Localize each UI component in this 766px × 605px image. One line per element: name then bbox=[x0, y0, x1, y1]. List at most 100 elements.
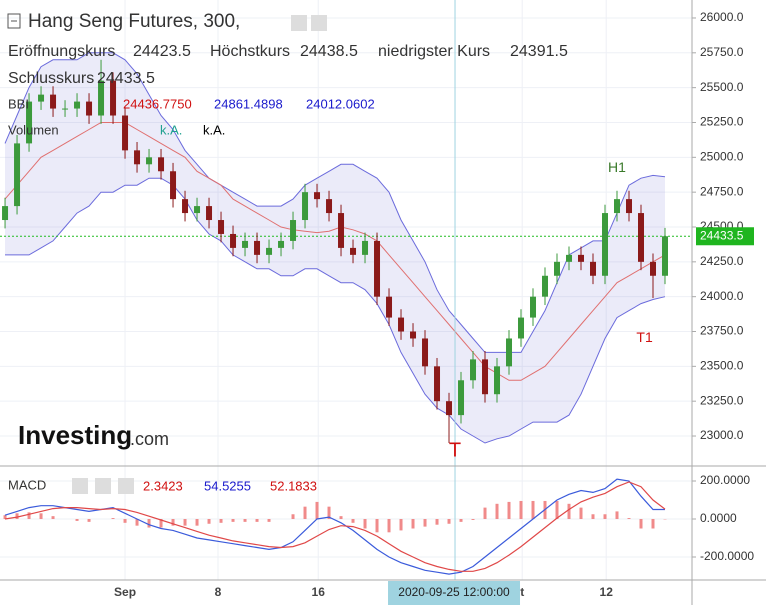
candle-body bbox=[482, 359, 489, 395]
candle-body bbox=[554, 261, 561, 276]
candle-body bbox=[182, 199, 189, 214]
histogram-bar bbox=[51, 516, 55, 520]
histogram-bar bbox=[507, 501, 511, 520]
histogram-bar bbox=[567, 503, 571, 520]
histogram-bar bbox=[207, 519, 211, 524]
histogram-bar bbox=[423, 519, 427, 527]
histogram-bar bbox=[291, 514, 295, 520]
histogram-bar bbox=[183, 519, 187, 526]
settings-icon[interactable] bbox=[95, 478, 111, 494]
histogram-bar bbox=[87, 519, 91, 522]
candle-body bbox=[506, 338, 513, 367]
candle-body bbox=[458, 380, 465, 416]
close-icon[interactable] bbox=[118, 478, 134, 494]
candle-body bbox=[518, 317, 525, 339]
histogram-bar bbox=[315, 501, 319, 520]
candle-body bbox=[638, 213, 645, 262]
text-layer: Hang Seng Futures, 300, Eröffnungskurs 2… bbox=[7, 10, 754, 605]
candle-body bbox=[110, 80, 117, 116]
candle-body bbox=[134, 150, 141, 165]
y-tick-label: 200.0000 bbox=[700, 473, 750, 487]
candle-body bbox=[38, 94, 45, 102]
histogram-bar bbox=[387, 519, 391, 533]
candle-body bbox=[602, 213, 609, 276]
candle-body bbox=[446, 401, 453, 416]
x-tick-label: 8 bbox=[215, 585, 222, 599]
macd-value: 54.5255 bbox=[204, 478, 251, 493]
candle-body bbox=[230, 233, 237, 248]
collapse-icon[interactable] bbox=[7, 13, 21, 29]
histogram-bar bbox=[447, 519, 451, 524]
candle-body bbox=[98, 80, 105, 116]
candle-body bbox=[494, 366, 501, 395]
histogram-bar bbox=[435, 519, 439, 525]
histogram-bar bbox=[351, 519, 355, 523]
volume-value: k.A. bbox=[160, 122, 182, 137]
bb-label: BBI bbox=[8, 96, 29, 111]
y-tick-label: 24750.0 bbox=[700, 184, 744, 198]
histogram-bar bbox=[231, 519, 235, 522]
histogram-bar bbox=[255, 519, 259, 522]
candle-body bbox=[14, 143, 21, 207]
histogram-bar bbox=[411, 519, 415, 529]
volume-value: k.A. bbox=[203, 122, 225, 137]
candle-body bbox=[266, 247, 273, 255]
y-tick-label: 23500.0 bbox=[700, 359, 744, 373]
high-value: 24438.5 bbox=[300, 43, 358, 60]
histogram-bar bbox=[363, 519, 367, 529]
histogram-bar bbox=[39, 513, 43, 520]
candle-body bbox=[434, 366, 441, 402]
histogram-bar bbox=[267, 519, 271, 522]
bollinger-upper bbox=[4, 52, 666, 353]
open-label: Eröffnungskurs bbox=[8, 43, 115, 60]
grid-layer bbox=[0, 0, 692, 580]
candle-body bbox=[650, 261, 657, 276]
histogram-bar bbox=[627, 518, 631, 520]
histogram-bar bbox=[243, 519, 247, 522]
candle-body bbox=[398, 317, 405, 332]
candle-body bbox=[566, 254, 573, 262]
candle-body bbox=[122, 115, 129, 151]
low-value: 24391.5 bbox=[510, 43, 568, 60]
y-tick-label: 23000.0 bbox=[700, 428, 744, 442]
watermark: Investing bbox=[18, 420, 132, 450]
x-tick-label: Sep bbox=[114, 585, 136, 599]
candle-body bbox=[590, 261, 597, 276]
y-tick-label: 0.0000 bbox=[700, 511, 737, 525]
eye-icon[interactable] bbox=[291, 15, 307, 31]
settings-icon[interactable] bbox=[311, 15, 327, 31]
candle-body bbox=[338, 213, 345, 248]
bb-lower-value: 24012.0602 bbox=[306, 96, 375, 111]
marks-layer bbox=[0, 0, 692, 580]
y-tick-label: 24250.0 bbox=[700, 254, 744, 268]
crosshair-date-label: 2020-09-25 12:00:00 bbox=[398, 585, 510, 599]
histogram-bar bbox=[603, 514, 607, 520]
macd-hist-value: 2.3423 bbox=[143, 478, 183, 493]
annotation: T1 bbox=[636, 329, 653, 345]
eye-icon[interactable] bbox=[72, 478, 88, 494]
candle-body bbox=[242, 240, 249, 248]
histogram-bar bbox=[339, 516, 343, 520]
y-tick-label: 25000.0 bbox=[700, 149, 744, 163]
candle-body bbox=[326, 199, 333, 214]
histogram-bar bbox=[639, 519, 643, 529]
current-price-box bbox=[696, 227, 754, 246]
histogram-bar bbox=[399, 519, 403, 531]
candle-body bbox=[146, 157, 153, 165]
histogram-bar bbox=[591, 514, 595, 520]
histogram-bar bbox=[15, 513, 19, 520]
x-tick-label: t bbox=[520, 585, 524, 599]
low-label: niedrigster Kurs bbox=[378, 43, 490, 60]
chart-title: Hang Seng Futures, 300, bbox=[28, 11, 240, 32]
candle-body bbox=[218, 220, 225, 234]
macd-line bbox=[4, 481, 666, 572]
histogram-bar bbox=[327, 506, 331, 520]
candle-body bbox=[290, 220, 297, 241]
candle-body bbox=[62, 108, 69, 110]
bollinger-fill bbox=[5, 52, 665, 444]
histogram-bar bbox=[147, 519, 151, 528]
candle-body bbox=[158, 157, 165, 172]
histogram-bar bbox=[495, 503, 499, 520]
histogram-bar bbox=[531, 500, 535, 520]
bollinger-lower bbox=[5, 177, 666, 444]
